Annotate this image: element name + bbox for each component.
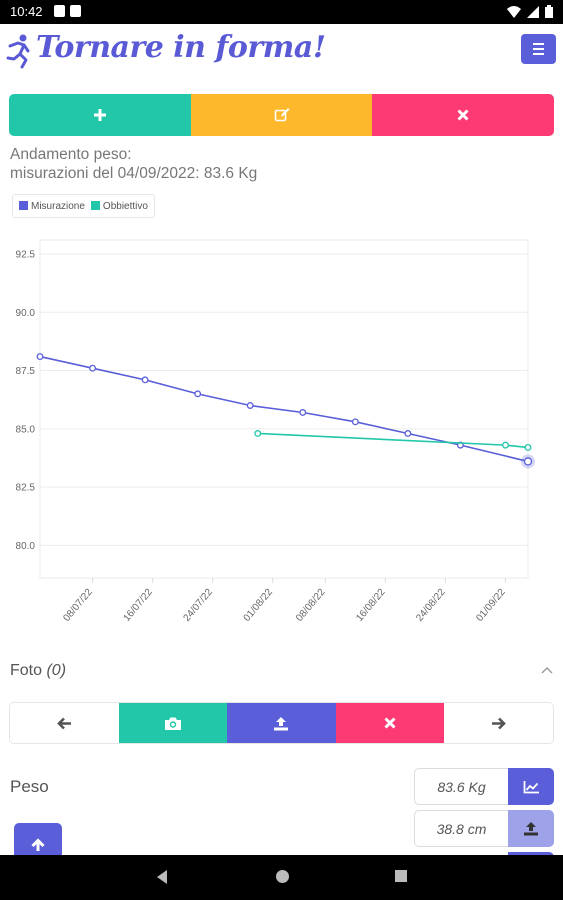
close-icon — [457, 109, 469, 121]
wifi-icon — [507, 5, 521, 18]
legend-swatch-target — [90, 200, 100, 210]
y-tick-label: 82.5 — [16, 483, 36, 494]
x-tick-label: 24/08/22 — [414, 587, 448, 624]
upload-photo-button[interactable] — [227, 703, 336, 743]
data-point — [523, 457, 533, 466]
y-tick-label: 90.0 — [16, 308, 36, 319]
hamburger-icon-line — [533, 53, 544, 55]
back-nav-icon[interactable] — [155, 869, 169, 885]
arrow-right-icon — [492, 717, 507, 729]
x-tick-label: 16/07/22 — [121, 587, 155, 624]
legend-item-measurement[interactable]: Misurazione — [19, 200, 85, 212]
data-point — [524, 444, 532, 451]
app-notification-icon — [54, 5, 65, 17]
legend-label-target: Obbiettivo — [102, 200, 148, 212]
y-tick-label: 87.5 — [16, 366, 36, 377]
data-point — [246, 402, 254, 409]
plus-icon — [93, 109, 106, 121]
take-photo-button[interactable] — [118, 703, 228, 743]
weight-chart-button[interactable] — [508, 768, 554, 805]
hamburger-icon — [533, 43, 544, 45]
data-point — [502, 441, 509, 449]
edit-measurement-button[interactable] — [190, 94, 373, 136]
data-point — [299, 409, 307, 416]
y-tick-label: 92.5 — [16, 249, 36, 260]
x-tick-label: 08/07/22 — [61, 587, 95, 624]
battery-icon — [545, 5, 553, 18]
close-icon — [384, 717, 396, 729]
x-tick-label: 01/09/22 — [474, 587, 508, 624]
menu-button[interactable] — [521, 34, 556, 64]
line-chart-icon — [523, 780, 539, 793]
photos-section-header[interactable]: Foto (0) — [10, 660, 555, 684]
measurement-actions — [9, 94, 554, 136]
x-tick-label: 08/08/22 — [294, 587, 328, 624]
photos-title: Foto — [10, 662, 43, 679]
y-tick-label: 80.0 — [16, 541, 36, 552]
data-point — [141, 376, 149, 384]
photo-actions — [9, 702, 554, 744]
arrow-up-icon — [31, 838, 45, 851]
summary-heading: Andamento peso: — [10, 146, 132, 163]
camera-icon — [164, 717, 181, 730]
previous-photo-button[interactable] — [10, 703, 119, 743]
system-nav-bar — [0, 855, 563, 900]
recents-nav-icon[interactable] — [394, 869, 408, 883]
series-line-target — [257, 432, 529, 449]
weight-summary: Andamento peso: misurazioni del 04/09/20… — [10, 145, 257, 183]
notification-icons — [54, 5, 81, 17]
app-title: Tornare in forma! — [36, 30, 326, 65]
edit-icon — [274, 108, 289, 122]
data-point — [36, 353, 44, 361]
legend-swatch-measurement — [19, 200, 28, 210]
second-field-chart-button[interactable] — [508, 810, 554, 847]
arrow-left-icon — [56, 717, 71, 729]
data-point — [194, 390, 202, 398]
second-field-value: 38.8 cm — [414, 810, 509, 847]
data-point — [351, 418, 359, 426]
data-point — [254, 430, 262, 437]
chevron-up-icon — [541, 667, 553, 674]
upload-icon — [274, 716, 289, 730]
y-tick-label: 85.0 — [16, 424, 36, 435]
delete-measurement-button[interactable] — [372, 94, 554, 136]
photos-count: (0) — [46, 662, 67, 679]
status-bar: 10:42 — [0, 0, 563, 24]
legend-item-target[interactable]: Obbiettivo — [90, 200, 148, 212]
next-photo-button[interactable] — [444, 703, 553, 743]
system-icons — [507, 5, 553, 18]
x-tick-label: 01/08/22 — [242, 587, 276, 624]
signal-icon — [527, 5, 539, 18]
home-nav-icon[interactable] — [275, 869, 290, 884]
app-header: Tornare in forma! — [0, 24, 563, 80]
add-measurement-button[interactable] — [9, 94, 191, 136]
data-point — [404, 430, 412, 437]
legend-label-measurement: Misurazione — [31, 200, 85, 212]
runner-icon — [6, 34, 30, 69]
data-point — [89, 364, 97, 372]
photos-label: Foto (0) — [10, 662, 66, 679]
upload-icon — [524, 822, 538, 836]
status-time: 10:42 — [10, 4, 43, 19]
x-tick-label: 16/08/22 — [354, 587, 388, 624]
series-line-measurement — [39, 355, 529, 463]
weight-chart: 92.5 90.0 87.5 85.0 82.5 80.0 08/07/22 16/07/22… — [16, 239, 535, 624]
delete-photo-button[interactable] — [335, 703, 445, 743]
chart-legend: Misurazione Obbiettivo — [12, 194, 155, 218]
summary-detail: misurazioni del 04/09/2022: 83.6 Kg — [10, 165, 258, 182]
sd-card-icon — [70, 5, 81, 17]
weight-label: Peso — [10, 777, 49, 796]
weight-value: 83.6 Kg — [414, 768, 509, 805]
hamburger-icon-line — [533, 48, 544, 50]
x-tick-label: 24/07/22 — [182, 587, 216, 624]
plot-area-border — [39, 239, 529, 579]
